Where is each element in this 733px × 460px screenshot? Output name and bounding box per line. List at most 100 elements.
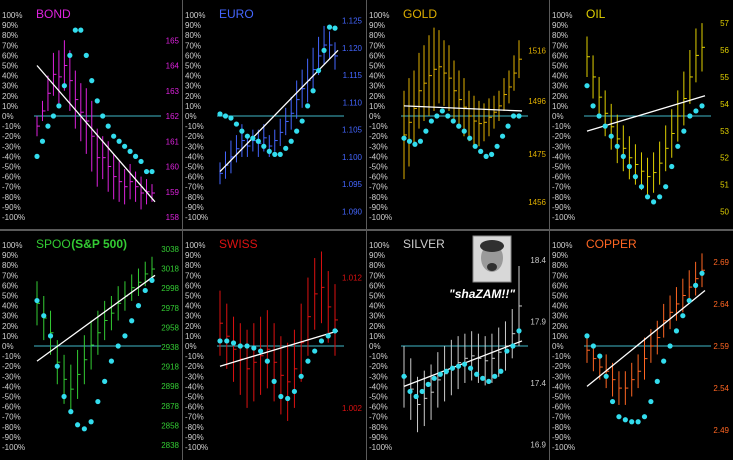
oscillator-dot (584, 333, 590, 339)
pct-tick-label: 80% (369, 31, 385, 40)
oscillator-dot (650, 199, 657, 205)
price-tick-label: 1496 (528, 97, 546, 106)
pct-tick-label: 10% (369, 332, 385, 341)
trend-line (36, 274, 156, 362)
trend-line (36, 65, 156, 203)
pct-tick-label: 30% (2, 82, 18, 91)
price-tick-label: 1.002 (342, 404, 363, 413)
oscillator-dot (641, 414, 648, 420)
pct-tick-label: -40% (2, 152, 21, 161)
oscillator-dot (294, 128, 300, 134)
price-tick-label: 1.100 (342, 153, 363, 162)
oscillator-dot (596, 113, 602, 119)
pct-tick-label: 20% (185, 92, 201, 101)
pct-tick-label: -90% (2, 203, 21, 212)
oscillator-dot (423, 128, 429, 134)
price-tick-label: 1.012 (342, 274, 363, 283)
price-tick-label: 1.105 (342, 126, 363, 135)
pct-tick-label: 50% (369, 292, 385, 301)
pct-tick-label: 50% (185, 292, 201, 301)
pct-tick-label: 30% (552, 312, 568, 321)
pct-tick-label: -50% (2, 163, 21, 172)
oscillator-dot (283, 145, 289, 151)
oscillator-dot (412, 141, 418, 147)
pct-tick-label: 20% (552, 92, 568, 101)
oscillator-dot (257, 348, 264, 354)
pct-tick-label: -40% (369, 152, 388, 161)
pct-tick-label: -10% (369, 352, 388, 361)
pct-tick-label: -40% (185, 152, 204, 161)
oscillator-dot (45, 123, 51, 129)
oscillator-dot (510, 343, 516, 349)
pct-tick-label: 10% (369, 102, 385, 111)
pct-tick-label: 90% (185, 21, 201, 30)
pct-tick-label: -70% (2, 183, 21, 192)
trend-line (403, 105, 523, 112)
pct-tick-label: -90% (2, 433, 21, 442)
oscillator-dot (428, 118, 434, 124)
price-tick-label: 1.115 (343, 71, 363, 80)
pct-tick-label: -60% (369, 173, 388, 182)
oscillator-dot (272, 151, 278, 157)
panel-title: SILVER (403, 237, 445, 251)
oscillator-dot (687, 113, 693, 119)
oscillator-dot (129, 318, 135, 324)
pct-tick-label: -70% (552, 183, 571, 192)
oscillator-dot (228, 115, 234, 121)
pct-tick-label: 80% (552, 31, 568, 40)
pct-tick-label: 80% (185, 261, 201, 270)
oscillator-dot (699, 270, 705, 276)
pct-tick-label: -100% (2, 213, 25, 222)
vertical-separator (366, 0, 367, 460)
oscillator-dot (632, 174, 639, 180)
oscillator-dot (657, 194, 663, 200)
pct-tick-label: 70% (369, 41, 385, 50)
price-tick-label: 2858 (161, 421, 179, 430)
oscillator-dot (648, 398, 654, 405)
oscillator-dot (111, 133, 117, 139)
pct-tick-label: 70% (185, 41, 201, 50)
pct-tick-label: -80% (2, 423, 21, 432)
pct-tick-label: 20% (2, 92, 18, 101)
pct-tick-label: 70% (2, 41, 18, 50)
pct-tick-label: -80% (552, 193, 571, 202)
oscillator-dot (266, 148, 272, 154)
pct-tick-label: -60% (185, 403, 204, 412)
oscillator-dot (142, 287, 148, 294)
price-tick-label: 2838 (161, 441, 179, 450)
oscillator-dot (498, 368, 504, 374)
pct-tick-label: 80% (185, 31, 201, 40)
oscillator-dot (315, 67, 322, 74)
price-tick-label: 1456 (528, 198, 546, 207)
pct-tick-label: 50% (2, 62, 18, 71)
pct-tick-label: -30% (552, 372, 571, 381)
pct-tick-label: 90% (369, 251, 385, 260)
price-tick-label: 18.4 (530, 256, 546, 265)
pct-tick-label: -90% (552, 433, 571, 442)
oscillator-dot (437, 371, 443, 377)
oscillator-dot (50, 113, 57, 119)
pct-tick-label: 60% (185, 51, 201, 60)
pct-tick-label: 0% (2, 112, 14, 121)
pct-tick-label: 50% (2, 292, 18, 301)
pct-tick-label: 100% (185, 241, 205, 250)
pct-tick-label: 30% (369, 312, 385, 321)
pct-tick-label: -50% (185, 393, 204, 402)
pct-tick-label: 60% (552, 51, 568, 60)
oscillator-dot (516, 328, 522, 334)
oscillator-dot (68, 409, 74, 415)
pct-tick-label: 100% (2, 241, 22, 250)
trend-line (586, 289, 706, 387)
oscillator-dot (590, 103, 596, 109)
oscillator-dot (108, 358, 115, 364)
pct-tick-label: 50% (552, 62, 568, 71)
pct-tick-label: -30% (185, 142, 204, 151)
oscillator-dot (143, 168, 150, 175)
pct-tick-label: -60% (552, 403, 571, 412)
price-tick-label: 161 (166, 137, 180, 146)
oscillator-dot (277, 151, 283, 157)
oscillator-dot (614, 143, 620, 149)
pct-tick-label: -20% (185, 132, 204, 141)
pct-tick-label: 0% (369, 112, 381, 121)
pct-tick-label: -20% (2, 132, 21, 141)
